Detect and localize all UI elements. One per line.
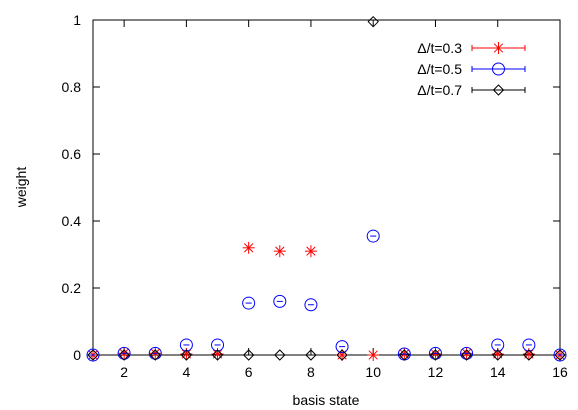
x-tick-label: 2 (120, 364, 128, 380)
data-point (366, 229, 380, 243)
data-point (211, 349, 224, 361)
plot-frame (92, 19, 561, 356)
x-tick-label: 4 (183, 364, 191, 380)
data-point (460, 349, 473, 361)
data-point (273, 245, 286, 258)
data-point (336, 349, 348, 361)
data-point (335, 340, 349, 354)
data-point (118, 349, 130, 361)
data-point (523, 349, 535, 361)
x-axis-label: basis state (293, 392, 360, 408)
legend-entry: Δ/t=0.3 (417, 40, 526, 56)
data-point (553, 348, 567, 362)
data-point (242, 349, 255, 361)
data-point (491, 338, 505, 352)
data-point (367, 349, 380, 361)
data-point (304, 298, 318, 312)
x-tick-label: 6 (245, 364, 253, 380)
data-point (274, 349, 286, 361)
y-tick-label: 0.6 (62, 146, 82, 162)
data-point (211, 338, 225, 352)
x-tick-label: 12 (428, 364, 444, 380)
x-tick-label: 8 (307, 364, 315, 380)
data-point (492, 349, 504, 361)
legend-marker (492, 84, 505, 96)
x-tick-label: 16 (552, 364, 568, 380)
data-point (149, 349, 161, 361)
data-point (522, 338, 536, 352)
x-tick-label: 14 (490, 364, 506, 380)
legend-label: Δ/t=0.5 (417, 61, 462, 77)
y-tick-label: 1 (73, 12, 81, 28)
legend-entry: Δ/t=0.7 (417, 82, 526, 98)
data-marks (86, 15, 567, 362)
y-tick-label: 0.8 (62, 79, 82, 95)
legend-marker (492, 42, 505, 54)
y-axis-label: weight (13, 167, 29, 209)
data-point (398, 349, 411, 361)
data-point (273, 294, 287, 308)
series-1 (87, 241, 566, 361)
series-3 (87, 15, 566, 361)
data-point (304, 245, 317, 258)
x-tick-label: 10 (365, 364, 381, 380)
data-point (87, 349, 99, 361)
y-tick-label: 0.2 (62, 280, 82, 296)
y-tick-label: 0.4 (62, 213, 82, 229)
series-2 (86, 229, 567, 362)
legend-label: Δ/t=0.3 (417, 40, 462, 56)
data-point (305, 349, 317, 361)
legend-marker (492, 62, 505, 76)
y-tick-label: 0 (73, 347, 81, 363)
legend-label: Δ/t=0.7 (417, 82, 462, 98)
data-point (554, 349, 566, 361)
data-point (429, 349, 442, 361)
data-point (180, 349, 193, 361)
legend: Δ/t=0.3 Δ/t=0.5 Δ/t=0.7 (417, 40, 526, 98)
data-point (242, 296, 256, 310)
data-point (242, 241, 255, 254)
data-point (367, 15, 379, 28)
ticks: 2 4 6 8 10 12 14 16 0 0.2 0.4 0.6 0.8 1 (62, 12, 568, 380)
data-point (86, 348, 100, 362)
legend-entry: Δ/t=0.5 (417, 61, 526, 77)
data-point (179, 338, 193, 352)
